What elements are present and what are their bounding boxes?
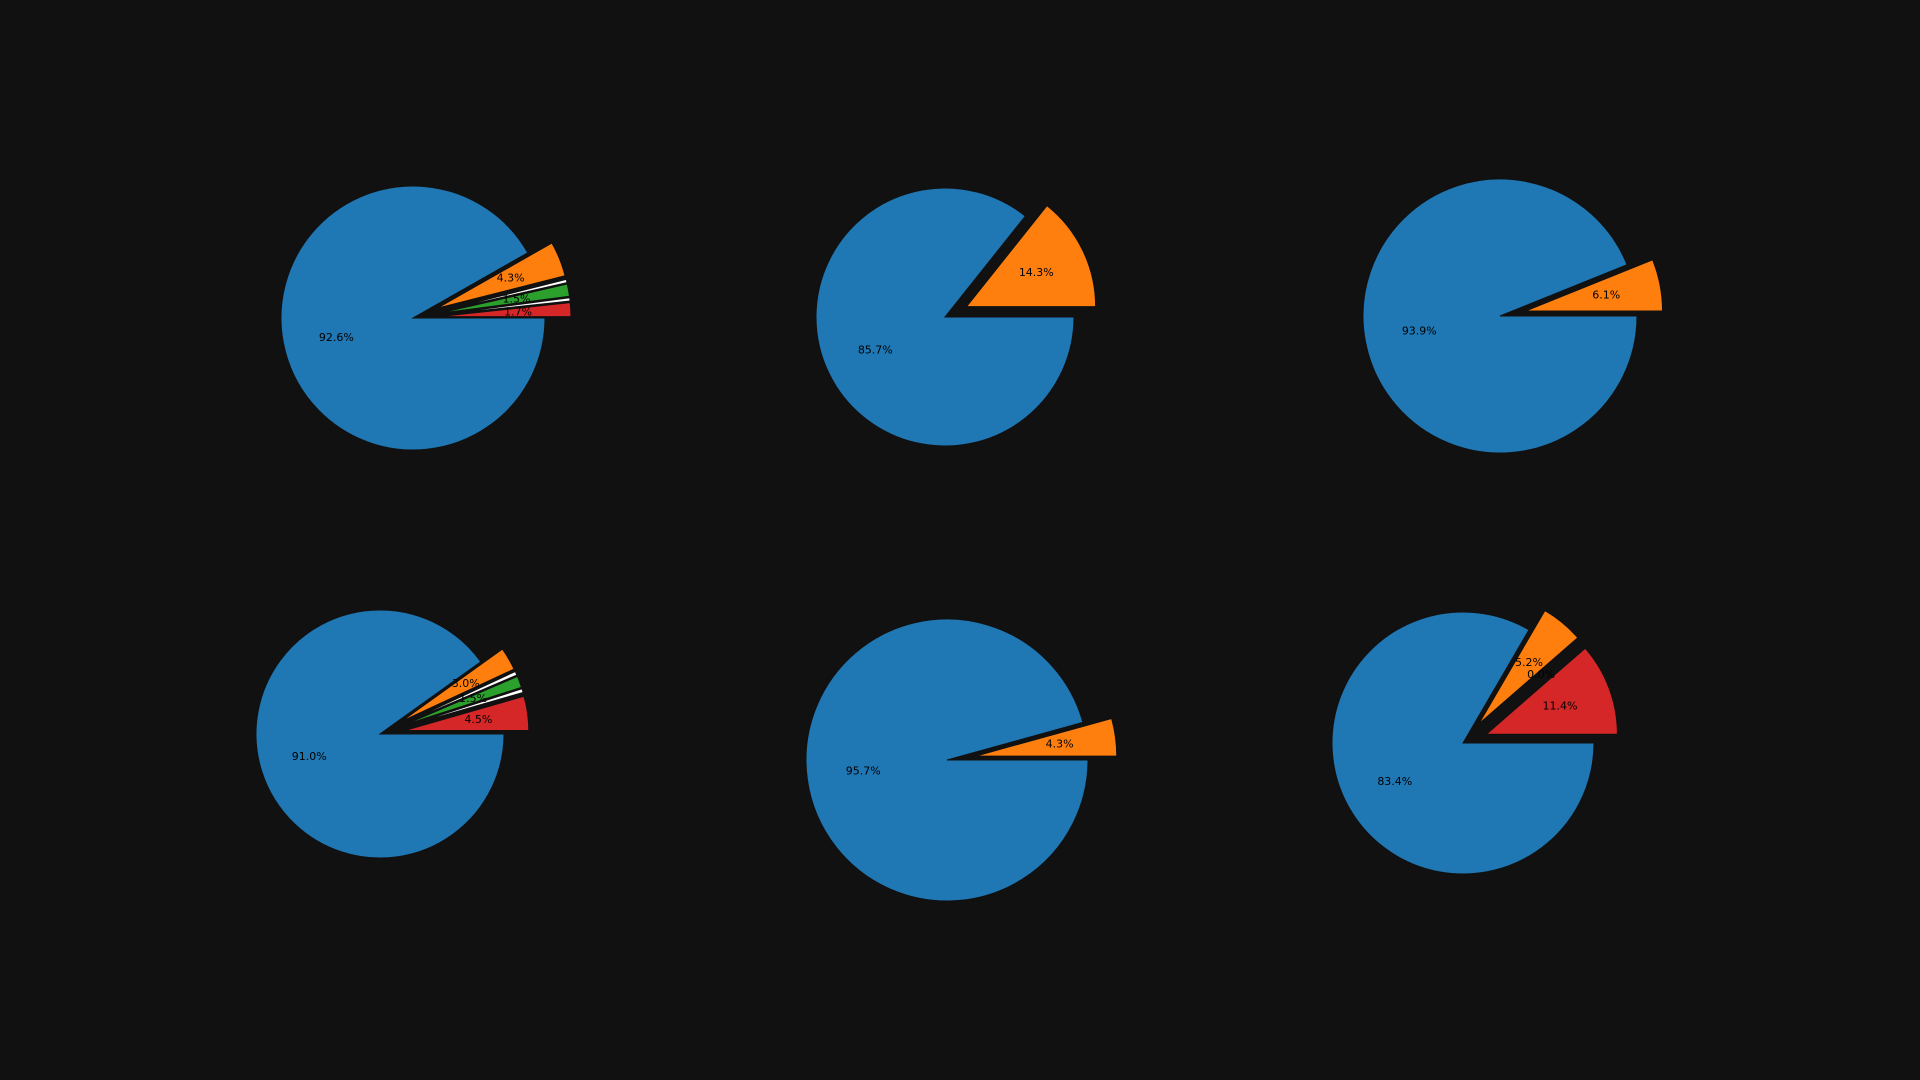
pie-5-slice-2 [975,717,1118,757]
pie-5-slice-1 [805,618,1089,902]
pie-6-slice-4 [1485,647,1618,735]
pie-3-slice-2 [1525,259,1664,312]
pie-chart-4: 91.0% 3.0% 1.5% 4.5% [255,609,530,859]
pie-2-slice-2 [965,204,1097,308]
pie-2-slice-1 [815,187,1075,447]
pie-4-slice-5 [403,688,524,728]
pie-3-slice-1 [1362,178,1638,454]
pie-5-pct-label: 95.7% [846,764,881,777]
pie-2-pct-label: 14.3% [1019,266,1054,279]
pie-1-pct-label: 92.6% [319,331,354,344]
pie-4-slice-1 [255,609,505,859]
pie-1-pct-label: 1.5% [503,292,531,305]
pie-6-slice-1 [1331,611,1595,875]
pie-chart-5: 95.7% 4.3% [805,618,1118,902]
pie-6-pct-label: 83.4% [1377,775,1412,788]
pie-4-pct-label: 4.5% [464,713,492,726]
pie-2-pct-label: 85.7% [858,344,893,357]
pie-4-pct-label: 1.5% [459,692,487,705]
pie-6-pct-label: 11.4% [1543,700,1578,713]
pie-4-pct-label: 91.0% [292,750,327,763]
pie-1-pct-label: 1.7% [504,305,532,318]
pie-4-slice-6 [404,695,530,732]
pie-1-slice-1 [280,185,546,451]
pie-chart-3: 93.9% 6.1% [1362,178,1664,454]
pie-3-pct-label: 93.9% [1402,325,1437,338]
pie-4-slice-4 [403,675,523,726]
pie-chart-6: 83.4% 5.2%0.0% 11.4% [1331,609,1618,875]
pie-6-pct-label: 5.2% [1515,656,1543,669]
pie-6-pct-label: 0.0% [1527,668,1555,681]
pie-1-pct-label: 4.3% [497,272,525,285]
pie-1-slice-6 [438,302,572,318]
pie-1-slice-4 [438,283,571,314]
pie-4-slice-3 [402,670,518,725]
pie-4-pct-label: 3.0% [452,677,480,690]
pie-6-slice-2 [1478,609,1579,725]
pie-chart-2: 85.7% 14.3% [815,187,1097,447]
pie-chart-1: 92.6% 4.3% 1.5%1.7% [280,185,572,451]
pie-5-pct-label: 4.3% [1046,738,1074,751]
pie-3-pct-label: 6.1% [1592,288,1620,301]
pie-4-slice-2 [401,648,515,722]
pie-1-slice-3 [438,278,568,313]
pie-1-slice-5 [438,297,571,316]
pie-1-slice-2 [436,242,566,309]
